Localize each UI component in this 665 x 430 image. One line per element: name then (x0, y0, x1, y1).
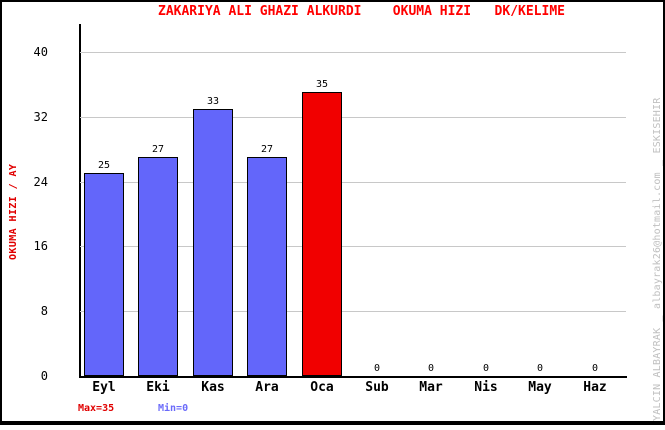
y-tick-label-40: 40 (33, 45, 48, 59)
gridline-8 (80, 311, 626, 312)
bar-Oca (302, 92, 342, 376)
bar-value-label-Mar: 0 (427, 363, 435, 374)
x-tick-label-Nis: Nis (474, 380, 498, 395)
bar-value-label-Oca: 35 (315, 79, 329, 90)
min-value-label: Min=0 (158, 403, 189, 414)
bar-value-label-Sub: 0 (373, 363, 381, 374)
bar-value-label-Kas: 33 (206, 96, 220, 107)
bar-Eyl (84, 173, 124, 376)
x-tick-label-May: May (528, 380, 552, 395)
x-axis-line (79, 376, 627, 378)
y-tick-label-16: 16 (33, 239, 48, 253)
x-tick-label-Eyl: Eyl (92, 380, 116, 395)
bar-value-label-Eyl: 25 (97, 160, 111, 171)
bar-Ara (247, 157, 287, 376)
bar-value-label-Ara: 27 (260, 144, 274, 155)
chart-title: ZAKARIYA ALI GHAZI ALKURDI OKUMA HIZI DK… (158, 4, 565, 19)
y-tick-label-32: 32 (33, 110, 48, 124)
bar-value-label-Eki: 27 (151, 144, 165, 155)
x-tick-label-Oca: Oca (310, 380, 334, 395)
watermark-text: YALCIN ALBAYRAK _ albayrak26@hotmail.com… (652, 97, 663, 421)
y-tick-label-8: 8 (40, 304, 48, 318)
bar-Eki (138, 157, 178, 376)
x-tick-label-Sub: Sub (365, 380, 389, 395)
bar-Kas (193, 109, 233, 376)
bar-value-label-Nis: 0 (482, 363, 490, 374)
x-tick-label-Haz: Haz (583, 380, 607, 395)
gridline-24 (80, 182, 626, 183)
gridline-40 (80, 52, 626, 53)
x-tick-label-Ara: Ara (255, 380, 279, 395)
x-tick-label-Mar: Mar (419, 380, 443, 395)
gridline-32 (80, 117, 626, 118)
gridline-16 (80, 246, 626, 247)
bar-value-label-May: 0 (536, 363, 544, 374)
bar-value-label-Haz: 0 (591, 363, 599, 374)
y-tick-label-24: 24 (33, 175, 48, 189)
x-tick-label-Kas: Kas (201, 380, 225, 395)
x-tick-label-Eki: Eki (146, 380, 170, 395)
y-tick-label-0: 0 (40, 369, 48, 383)
max-value-label: Max=35 (78, 403, 115, 414)
y-axis-line (79, 24, 81, 377)
